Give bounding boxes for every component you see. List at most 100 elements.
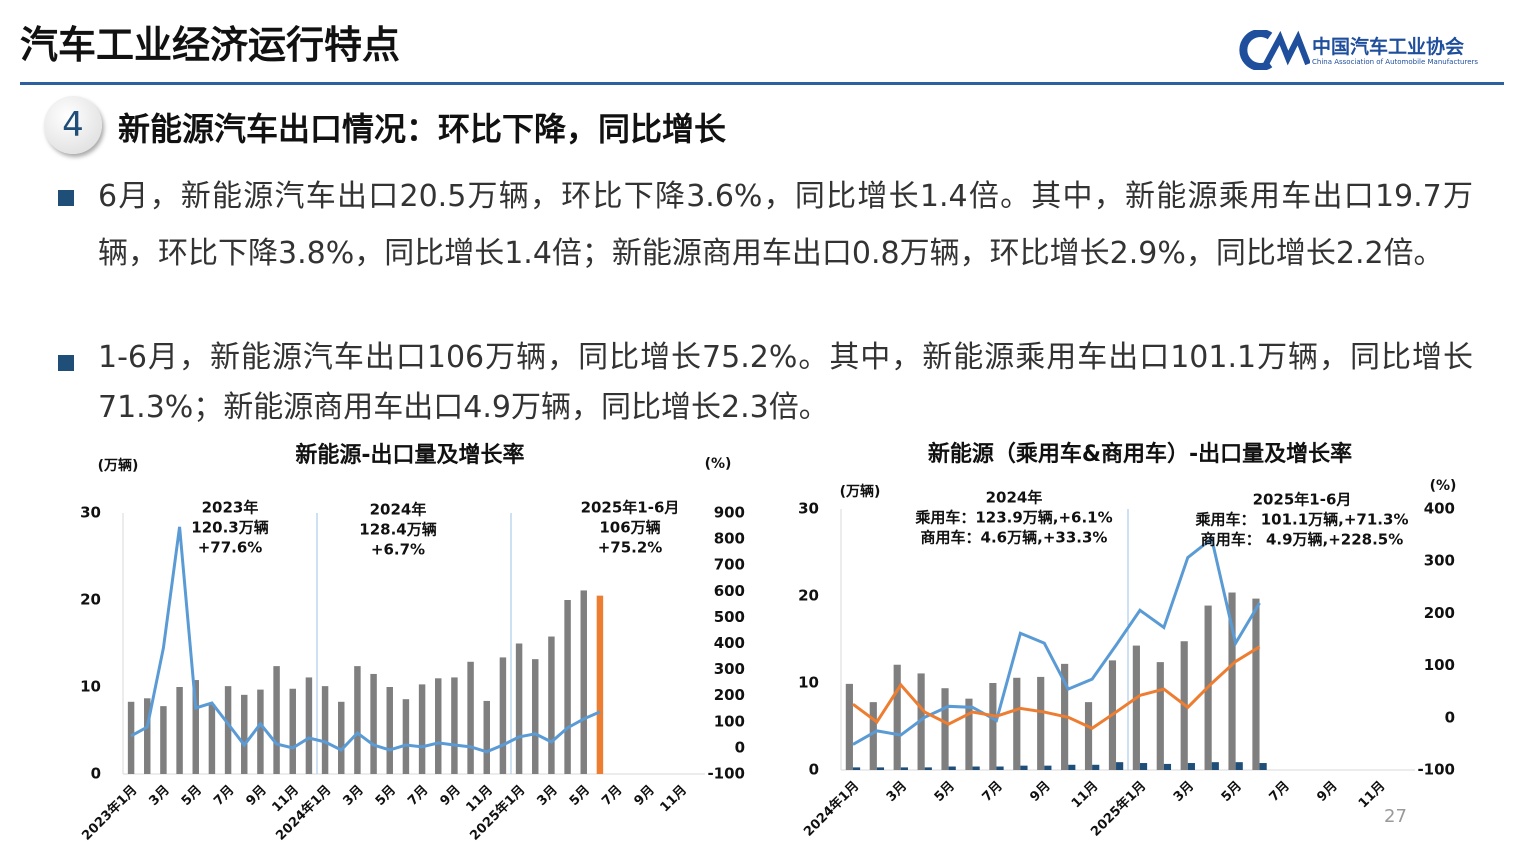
y2-tick-label: 0 — [735, 738, 745, 756]
bullet: 6月，新能源汽车出口20.5万辆，环比下降3.6%，同比增长1.4倍。其中，新能… — [58, 168, 1473, 282]
bar — [160, 706, 167, 774]
x-tick-label: 3月 — [341, 783, 367, 809]
y2-tick-label: 400 — [1424, 500, 1455, 518]
bar — [1132, 645, 1140, 770]
y2-tick-label: 400 — [714, 634, 745, 652]
y2-tick-label: 200 — [714, 686, 745, 704]
bar — [1259, 763, 1267, 770]
x-tick-label: 7月 — [599, 783, 625, 809]
bar — [1116, 762, 1124, 770]
bar — [548, 636, 555, 774]
bar — [176, 687, 183, 774]
chart-title: 新能源-出口量及增长率 — [295, 442, 524, 468]
y2-axis-label: (%) — [705, 456, 732, 472]
bar — [127, 701, 135, 774]
y2-tick-label: 100 — [714, 712, 745, 730]
x-tick-label: 9月 — [438, 783, 464, 809]
bar — [1044, 765, 1052, 770]
y-tick-label: 10 — [80, 678, 101, 696]
y-tick-label: 10 — [798, 674, 819, 692]
y2-tick-label: 700 — [714, 556, 745, 574]
org-name-en: China Association of Automobile Manufact… — [1312, 58, 1479, 66]
bar — [144, 698, 151, 774]
bullet: 1-6月，新能源汽车出口106万辆，同比增长75.2%。其中，新能源乘用车出口1… — [58, 333, 1473, 433]
x-tick-label: 7月 — [405, 783, 431, 809]
annotation: +6.7% — [371, 541, 425, 559]
annotation: 商用车：4.6万辆,+33.3% — [921, 529, 1108, 547]
bar — [941, 688, 949, 770]
bar — [845, 683, 853, 770]
y2-tick-label: 500 — [714, 608, 745, 626]
bar — [1156, 662, 1164, 770]
line-series — [852, 645, 1261, 730]
annotation: +77.6% — [198, 539, 263, 557]
section-number: 4 — [44, 96, 102, 154]
line-series — [130, 526, 601, 754]
annotation: 商用车： 4.9万辆,+228.5% — [1201, 531, 1404, 549]
bar — [1252, 598, 1260, 770]
bar — [1228, 592, 1236, 770]
bar — [289, 688, 296, 774]
bar — [564, 600, 571, 774]
y-tick-label: 0 — [91, 765, 101, 783]
annotation: 乘用车：123.9万辆,+6.1% — [914, 509, 1112, 527]
y-tick-label: 30 — [798, 500, 819, 518]
bar — [989, 683, 997, 770]
y2-tick-label: 800 — [714, 530, 745, 548]
bar — [208, 704, 216, 774]
bar — [924, 767, 932, 770]
bar — [370, 673, 377, 774]
bar — [1139, 763, 1148, 770]
y-axis-label: (万辆) — [840, 483, 881, 500]
bar — [965, 698, 973, 770]
bar — [338, 701, 345, 774]
bar — [499, 657, 507, 774]
annotation: 120.3万辆 — [191, 519, 268, 537]
bar — [532, 659, 539, 774]
bar — [1020, 765, 1028, 770]
annotation: 2024年 — [370, 501, 427, 519]
bar — [386, 687, 393, 774]
bar — [257, 689, 264, 774]
annotation: 2025年1-6月 — [1253, 491, 1352, 509]
annotation: 2024年 — [986, 489, 1043, 507]
org-name: 中国汽车工业协会 — [1312, 36, 1465, 58]
x-tick-label: 5月 — [373, 783, 399, 809]
x-tick-label: 11月 — [1069, 779, 1102, 812]
y2-axis-label: (%) — [1430, 478, 1457, 494]
bar — [1068, 764, 1076, 770]
page-title: 汽车工业经济运行特点 — [20, 23, 401, 67]
bar — [972, 766, 980, 770]
y2-tick-label: -100 — [1417, 761, 1455, 779]
y2-tick-label: -100 — [707, 765, 745, 783]
bar — [900, 767, 908, 770]
bar — [418, 684, 426, 774]
bar — [876, 767, 885, 770]
bar — [354, 666, 361, 774]
y-tick-label: 30 — [80, 504, 101, 522]
bar — [515, 643, 523, 774]
x-tick-label: 9月 — [1314, 779, 1340, 805]
annotation: 106万辆 — [599, 519, 660, 537]
y2-tick-label: 600 — [714, 582, 745, 600]
bar — [483, 700, 490, 774]
bar — [1037, 676, 1045, 770]
bar — [321, 686, 329, 774]
bar — [224, 686, 232, 774]
y2-tick-label: 900 — [714, 504, 745, 522]
y2-tick-label: 300 — [714, 660, 745, 678]
section-title: 新能源汽车出口情况：环比下降，同比增长 — [118, 110, 727, 148]
bar — [1084, 702, 1093, 770]
x-tick-label: 5月 — [179, 783, 205, 809]
y2-tick-label: 200 — [1424, 604, 1455, 622]
bar — [305, 677, 313, 774]
x-tick-label: 11月 — [657, 783, 690, 816]
x-tick-label: 7月 — [211, 783, 237, 809]
bar — [1163, 763, 1172, 770]
x-tick-label: 3月 — [147, 783, 173, 809]
x-tick-label: 2023年1月 — [79, 782, 141, 844]
bar — [435, 678, 442, 774]
page-number: 27 — [1384, 806, 1407, 827]
